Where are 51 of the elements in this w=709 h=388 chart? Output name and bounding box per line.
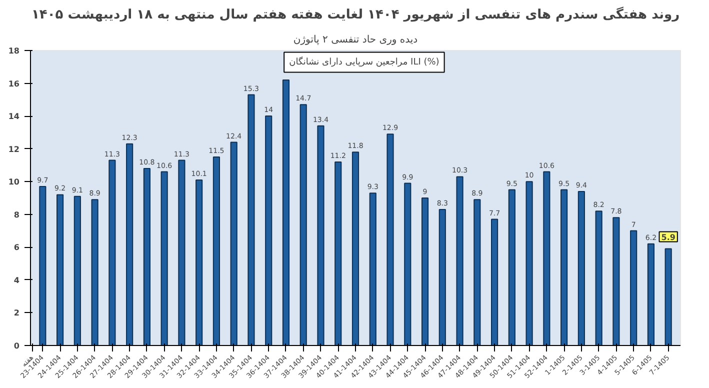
bar [212,156,220,346]
bar [317,125,324,346]
bar [438,208,446,346]
bar [352,152,360,346]
bar [630,230,638,346]
bar [248,94,255,346]
y-tick-label: 4 [14,276,20,285]
bar [595,210,602,346]
y-tick-label: 8 [14,210,20,220]
y-tick-label: 6 [14,243,20,252]
y-tick-label: 16 [8,79,20,88]
bar [369,192,376,346]
bar [91,199,98,346]
bar [74,196,81,346]
chart-title: روند هفتگی سندرم های تنفسی از شهریور ۱۴۰۴ لغایت هفته هفتم سال منتهی به ۱۸ اردیبهشت ۱۴۰۵ [31,6,680,22]
y-tick-label: 12 [8,144,20,154]
annotation: مراجعین سرپایی دارای نشانگان ILI (%) [289,55,440,68]
bar [404,182,412,346]
bar [39,186,46,346]
bar [508,189,516,346]
y-tick-label: 18 [8,46,20,56]
bar [230,142,238,346]
bar [334,161,342,346]
y-tick-label: 2 [14,308,20,318]
bar [265,116,272,346]
bar [386,134,394,346]
y-tick-label: 10 [8,178,20,187]
bar [178,160,186,346]
y-tick-label: 14 [8,112,20,122]
data-label: 5.9 [661,232,676,242]
bar [560,189,568,346]
bar [543,171,550,346]
bar [421,198,429,346]
bar [664,248,672,346]
bar [126,143,134,346]
bar [108,160,116,346]
bar [612,217,620,346]
bar [647,243,654,346]
bar [282,80,290,346]
chart-subtitle: دیده وری حاد تنفسی ۲ پاتوژن [293,34,418,46]
bar [196,179,203,346]
bar [56,194,64,346]
bar [160,171,168,346]
bar [474,199,481,346]
bar [578,190,585,346]
bar [456,176,464,346]
bar [143,168,150,346]
bar [526,181,533,346]
bar [300,104,307,346]
y-tick-label: 0 [14,342,20,350]
bar [490,218,498,346]
